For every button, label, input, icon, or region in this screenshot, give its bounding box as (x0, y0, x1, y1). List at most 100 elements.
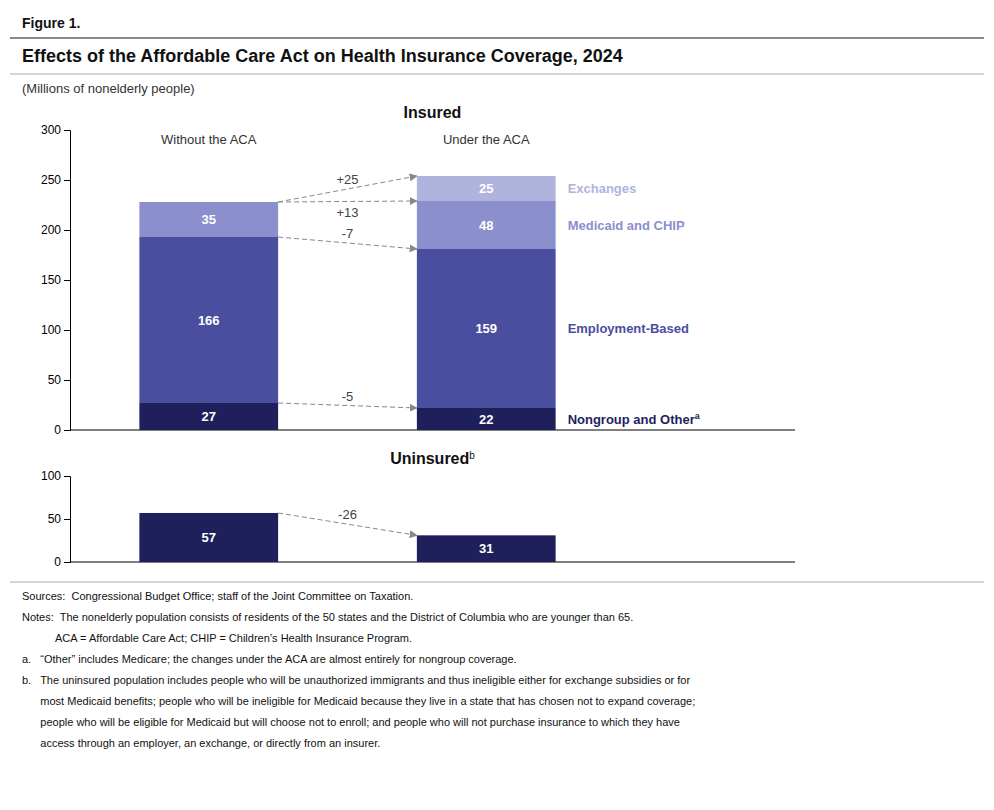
note: a. “Other” includes Medicare; the change… (22, 653, 517, 665)
note: ACA = Affordable Care Act; CHIP = Childr… (22, 632, 412, 644)
legend: Nongroup and Othera Employment-Based Medic… (568, 181, 701, 426)
legend-entry: Employment-Based (568, 321, 689, 336)
y-tick-label: 0 (54, 423, 61, 437)
y-axis: 0 50 100 (41, 469, 71, 569)
y-tick: 50 (48, 512, 70, 526)
y-tick-label: 100 (41, 469, 61, 483)
data-labels: 5731 (202, 530, 494, 556)
category-labels: Without the ACA Under the ACA (161, 132, 530, 147)
y-tick-mark (64, 519, 70, 520)
y-axis-line (64, 477, 71, 563)
legend-entry: Exchanges (568, 181, 637, 196)
y-tick-mark (64, 130, 70, 131)
y-tick: 0 (54, 423, 70, 437)
title-rule (10, 74, 984, 75)
figure: Figure 1. Effects of the Affordable Care … (0, 0, 994, 810)
legend-label: Nongroup and Other (568, 412, 695, 427)
data-label: 31 (479, 541, 493, 556)
change-label: -26 (338, 507, 357, 522)
bar (139, 237, 278, 403)
y-tick: 150 (41, 273, 70, 287)
title: Effects of the Affordable Care Act on He… (22, 46, 623, 66)
bar (417, 201, 556, 249)
data-label: 35 (202, 212, 216, 227)
y-tick-label: 250 (41, 173, 61, 187)
bar (139, 513, 278, 562)
bar (139, 403, 278, 430)
data-label: 166 (198, 313, 220, 328)
y-tick-mark (64, 430, 70, 431)
footer-rule (10, 582, 984, 583)
note: Notes: The nonelderly population consist… (22, 611, 633, 623)
subtitle: (Millions of nonelderly people) (22, 81, 195, 96)
y-tick-label: 0 (54, 555, 61, 569)
bars (139, 176, 555, 430)
note: b. The uninsured population includes peo… (22, 674, 690, 686)
change-label: -7 (342, 226, 354, 241)
y-tick: 100 (41, 323, 70, 337)
y-tick-label: 100 (41, 323, 61, 337)
y-tick-mark (64, 330, 70, 331)
y-tick-mark (64, 280, 70, 281)
y-tick-label: 50 (48, 373, 62, 387)
change-arrow (278, 403, 417, 408)
note: Sources: Congressional Budget Office; st… (22, 590, 413, 602)
y-tick: 200 (41, 223, 70, 237)
y-tick-label: 200 (41, 223, 61, 237)
note: access through an employer, an exchange,… (22, 737, 380, 749)
data-label: 48 (479, 218, 493, 233)
footer: Sources: Congressional Budget Office; st… (10, 582, 984, 749)
chart-title-text: Uninsured (390, 450, 469, 467)
y-tick-label: 50 (48, 512, 62, 526)
header: Figure 1. Effects of the Affordable Care … (10, 15, 984, 96)
chart-title-note: b (469, 450, 475, 461)
note: people who will be eligible for Medicaid… (22, 716, 680, 728)
bar (417, 535, 556, 562)
bar (417, 176, 556, 201)
y-tick-mark (64, 562, 70, 563)
change-arrows: +25 +13 -7 -5 (278, 172, 417, 408)
change-label: -5 (342, 389, 354, 404)
y-tick: 250 (41, 173, 70, 187)
y-axis: 0 50 100 150 200 250 300 (41, 123, 71, 437)
category-label: Under the ACA (443, 132, 530, 147)
chart-title: Uninsuredb (390, 450, 475, 467)
y-tick: 300 (41, 123, 70, 137)
change-label: +13 (336, 205, 358, 220)
data-labels: 27 22 166 159 35 48 25 (198, 181, 497, 426)
data-label: 22 (479, 412, 493, 427)
y-tick-mark (64, 230, 70, 231)
legend-label: Medicaid and CHIP (568, 218, 685, 233)
y-tick: 50 (48, 373, 70, 387)
note: most Medicaid benefits; people who will … (22, 695, 695, 707)
figure-label: Figure 1. (22, 15, 80, 31)
y-tick-mark (64, 380, 70, 381)
change-arrow (278, 201, 417, 202)
y-tick-label: 150 (41, 273, 61, 287)
change-arrows: -26 (278, 507, 417, 535)
legend-entry: Nongroup and Othera (568, 411, 701, 427)
data-label: 25 (479, 181, 493, 196)
y-tick-mark (64, 476, 70, 477)
legend-label: Employment-Based (568, 321, 689, 336)
bar (417, 249, 556, 408)
chart-title: Insured (404, 104, 462, 121)
y-tick: 0 (54, 555, 70, 569)
bar (139, 202, 278, 237)
chart-title-text: Insured (404, 104, 462, 121)
y-axis-line (64, 131, 71, 431)
y-tick: 100 (41, 469, 70, 483)
legend-entry: Medicaid and CHIP (568, 218, 685, 233)
bar (417, 408, 556, 430)
category-label: Without the ACA (161, 132, 257, 147)
chart: 0 50 100 5731 -26 Uninsuredb (41, 450, 795, 569)
data-label: 27 (202, 409, 216, 424)
header-rule (10, 37, 984, 39)
chart: 0 50 100 150 200 250 300 27 22 166 159 35 48 25 +25 +13… (41, 104, 795, 437)
bar (139, 202, 278, 203)
y-tick-label: 300 (41, 123, 61, 137)
change-label: +25 (336, 172, 358, 187)
legend-label: Exchanges (568, 181, 637, 196)
data-label: 159 (475, 321, 497, 336)
legend-note: a (695, 411, 701, 421)
